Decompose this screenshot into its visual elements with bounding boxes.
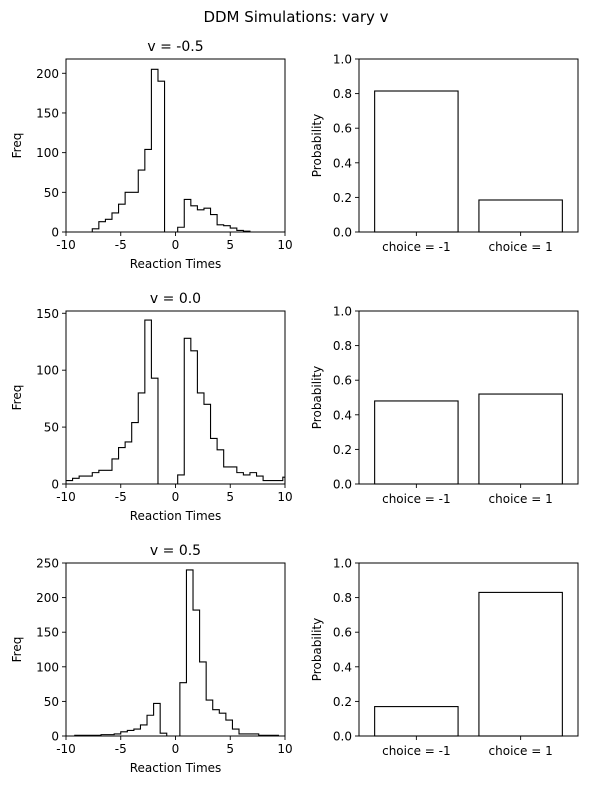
subplot-6: choice = -1 choice = 1 0.0 0.2 0.4 0.6 0.8 1.0 P…: [310, 557, 579, 758]
x-tick-label: choice = 1: [489, 492, 553, 506]
y-axis-label: Probability: [310, 618, 324, 681]
y-tick-label: 100: [36, 146, 59, 160]
x-axis-label: Reaction Times: [130, 257, 222, 271]
y-tick-label: 100: [36, 364, 59, 378]
probability-bar: [374, 90, 459, 233]
axes-frame: [358, 562, 579, 737]
y-tick-label: 50: [44, 421, 59, 435]
probability-bar: [478, 199, 563, 233]
y-tick-label: 0.2: [333, 191, 352, 205]
y-axis-label: Freq: [10, 133, 24, 159]
histogram-outline: [74, 569, 279, 736]
y-tick-label: 0.6: [333, 122, 352, 136]
y-tick-label: 0.2: [333, 443, 352, 457]
x-tick-label: 10: [277, 238, 292, 252]
axes-frame: [65, 562, 286, 737]
subplot-2: choice = -1 choice = 1 0.0 0.2 0.4 0.6 0.8 1.0 P…: [310, 53, 579, 254]
y-tick-label: 100: [36, 660, 59, 674]
y-tick-label: 200: [36, 67, 59, 81]
y-tick-label: 0.4: [333, 660, 352, 674]
x-tick-label: -10: [56, 742, 76, 756]
x-tick-label: choice = -1: [382, 744, 451, 758]
y-tick-label: 150: [36, 626, 59, 640]
y-tick-label: 1.0: [333, 557, 352, 571]
y-tick-label: 50: [44, 695, 59, 709]
axes-frame: [358, 58, 579, 233]
y-tick-label: 150: [36, 307, 59, 321]
y-tick-label: 0: [51, 478, 59, 492]
y-axis-label: Probability: [310, 366, 324, 429]
y-tick-label: 0.4: [333, 408, 352, 422]
axes-frame: [65, 310, 286, 485]
y-tick-label: 0.8: [333, 591, 352, 605]
axes-frame: [358, 310, 579, 485]
x-tick-label: choice = 1: [489, 240, 553, 254]
x-tick-label: 0: [172, 490, 180, 504]
histogram-outline: [91, 68, 251, 232]
y-tick-label: 0.2: [333, 695, 352, 709]
histogram-outline: [66, 319, 285, 484]
y-tick-label: 150: [36, 106, 59, 120]
subplot-title: v = -0.5: [147, 39, 203, 55]
probability-bar: [478, 393, 563, 485]
y-tick-label: 0.0: [333, 478, 352, 492]
subplot-title: v = 0.5: [150, 543, 201, 559]
y-axis-label: Freq: [10, 385, 24, 411]
x-tick-label: choice = -1: [382, 240, 451, 254]
y-tick-label: 0: [51, 226, 59, 240]
x-tick-label: 5: [226, 490, 234, 504]
x-axis-label: Reaction Times: [130, 761, 222, 775]
x-tick-label: 10: [277, 742, 292, 756]
y-tick-label: 0.6: [333, 626, 352, 640]
x-tick-label: choice = -1: [382, 492, 451, 506]
y-tick-label: 50: [44, 186, 59, 200]
y-tick-label: 0.0: [333, 730, 352, 744]
x-tick-label: 5: [226, 742, 234, 756]
subplot-title: v = 0.0: [150, 291, 201, 307]
x-tick-label: 5: [226, 238, 234, 252]
figure-title: DDM Simulations: vary v: [203, 8, 388, 26]
y-tick-label: 0.8: [333, 339, 352, 353]
y-tick-label: 0.6: [333, 374, 352, 388]
y-axis-label: Probability: [310, 114, 324, 177]
probability-bar: [478, 591, 563, 737]
probability-bar: [374, 706, 459, 737]
x-tick-label: choice = 1: [489, 744, 553, 758]
y-tick-label: 200: [36, 591, 59, 605]
x-tick-label: -5: [115, 490, 127, 504]
x-tick-label: -10: [56, 238, 76, 252]
y-tick-label: 0.4: [333, 156, 352, 170]
y-tick-label: 1.0: [333, 53, 352, 67]
y-tick-label: 0.0: [333, 226, 352, 240]
axes-frame: [65, 58, 286, 233]
y-tick-label: 0: [51, 730, 59, 744]
y-tick-label: 0.8: [333, 87, 352, 101]
x-tick-label: 0: [172, 742, 180, 756]
x-tick-label: -10: [56, 490, 76, 504]
x-tick-label: -5: [115, 238, 127, 252]
y-tick-label: 250: [36, 557, 59, 571]
x-tick-label: 10: [277, 490, 292, 504]
y-tick-label: 1.0: [333, 305, 352, 319]
x-axis-label: Reaction Times: [130, 509, 222, 523]
x-tick-label: 0: [172, 238, 180, 252]
y-axis-label: Freq: [10, 637, 24, 663]
x-tick-label: -5: [115, 742, 127, 756]
subplot-4: choice = -1 choice = 1 0.0 0.2 0.4 0.6 0.8 1.0 P…: [310, 305, 579, 506]
probability-bar: [374, 400, 459, 485]
